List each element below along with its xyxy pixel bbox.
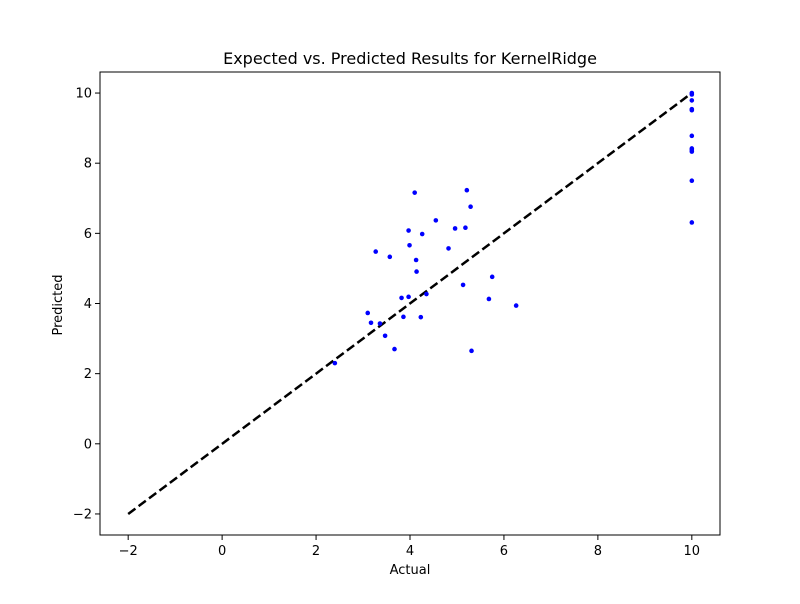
x-tick-label: 10 (684, 544, 701, 559)
y-tick-label: 6 (84, 227, 92, 242)
data-point (406, 228, 411, 233)
data-point (424, 291, 429, 297)
plot-area (127, 90, 695, 515)
x-tick-label: 0 (218, 544, 226, 559)
data-point (407, 242, 412, 248)
data-point (373, 249, 379, 254)
data-point (368, 320, 374, 326)
data-point (401, 314, 406, 320)
data-point (413, 257, 419, 263)
data-point (382, 333, 388, 339)
data-point (392, 346, 397, 352)
data-point (433, 218, 439, 223)
data-point (463, 225, 468, 231)
data-point (412, 190, 417, 195)
chart-title: Expected vs. Predicted Results for Kerne… (223, 49, 597, 68)
y-tick-label: 4 (84, 297, 92, 312)
data-point (469, 348, 474, 354)
data-point (446, 246, 451, 251)
data-point (513, 303, 519, 308)
data-point (387, 254, 393, 260)
data-point (486, 296, 492, 302)
data-point (460, 282, 466, 288)
data-point (377, 321, 383, 326)
data-point (468, 204, 473, 209)
data-point (399, 295, 404, 301)
data-point (452, 226, 458, 231)
data-point (689, 90, 695, 96)
data-point (332, 360, 338, 366)
x-axis-label: Actual (390, 563, 431, 578)
data-point (689, 220, 695, 225)
data-point (689, 107, 695, 113)
y-tick-label: −2 (73, 507, 92, 522)
y-tick-label: 8 (84, 157, 92, 172)
x-tick-label: 6 (500, 544, 508, 559)
data-point (689, 149, 695, 154)
y-axis: −2 0 2 4 6 8 10 (73, 87, 100, 522)
data-point (419, 231, 425, 237)
data-point (689, 133, 695, 139)
data-point (418, 314, 424, 320)
x-tick-label: −2 (119, 544, 138, 559)
data-point (464, 187, 470, 193)
data-point (489, 274, 495, 280)
y-tick-label: 2 (84, 367, 92, 382)
x-axis: −2 0 2 4 6 8 10 (119, 535, 700, 559)
reference-line (127, 92, 693, 515)
x-tick-label: 8 (594, 544, 602, 559)
data-point (365, 310, 371, 316)
y-tick-label: 0 (84, 437, 92, 452)
data-point (414, 269, 419, 274)
y-tick-label: 10 (75, 87, 92, 102)
x-tick-label: 4 (406, 544, 414, 559)
x-tick-label: 2 (312, 544, 320, 559)
data-point (406, 294, 411, 300)
data-point (689, 178, 695, 184)
data-point (689, 98, 695, 103)
y-axis-label: Predicted (51, 274, 66, 335)
